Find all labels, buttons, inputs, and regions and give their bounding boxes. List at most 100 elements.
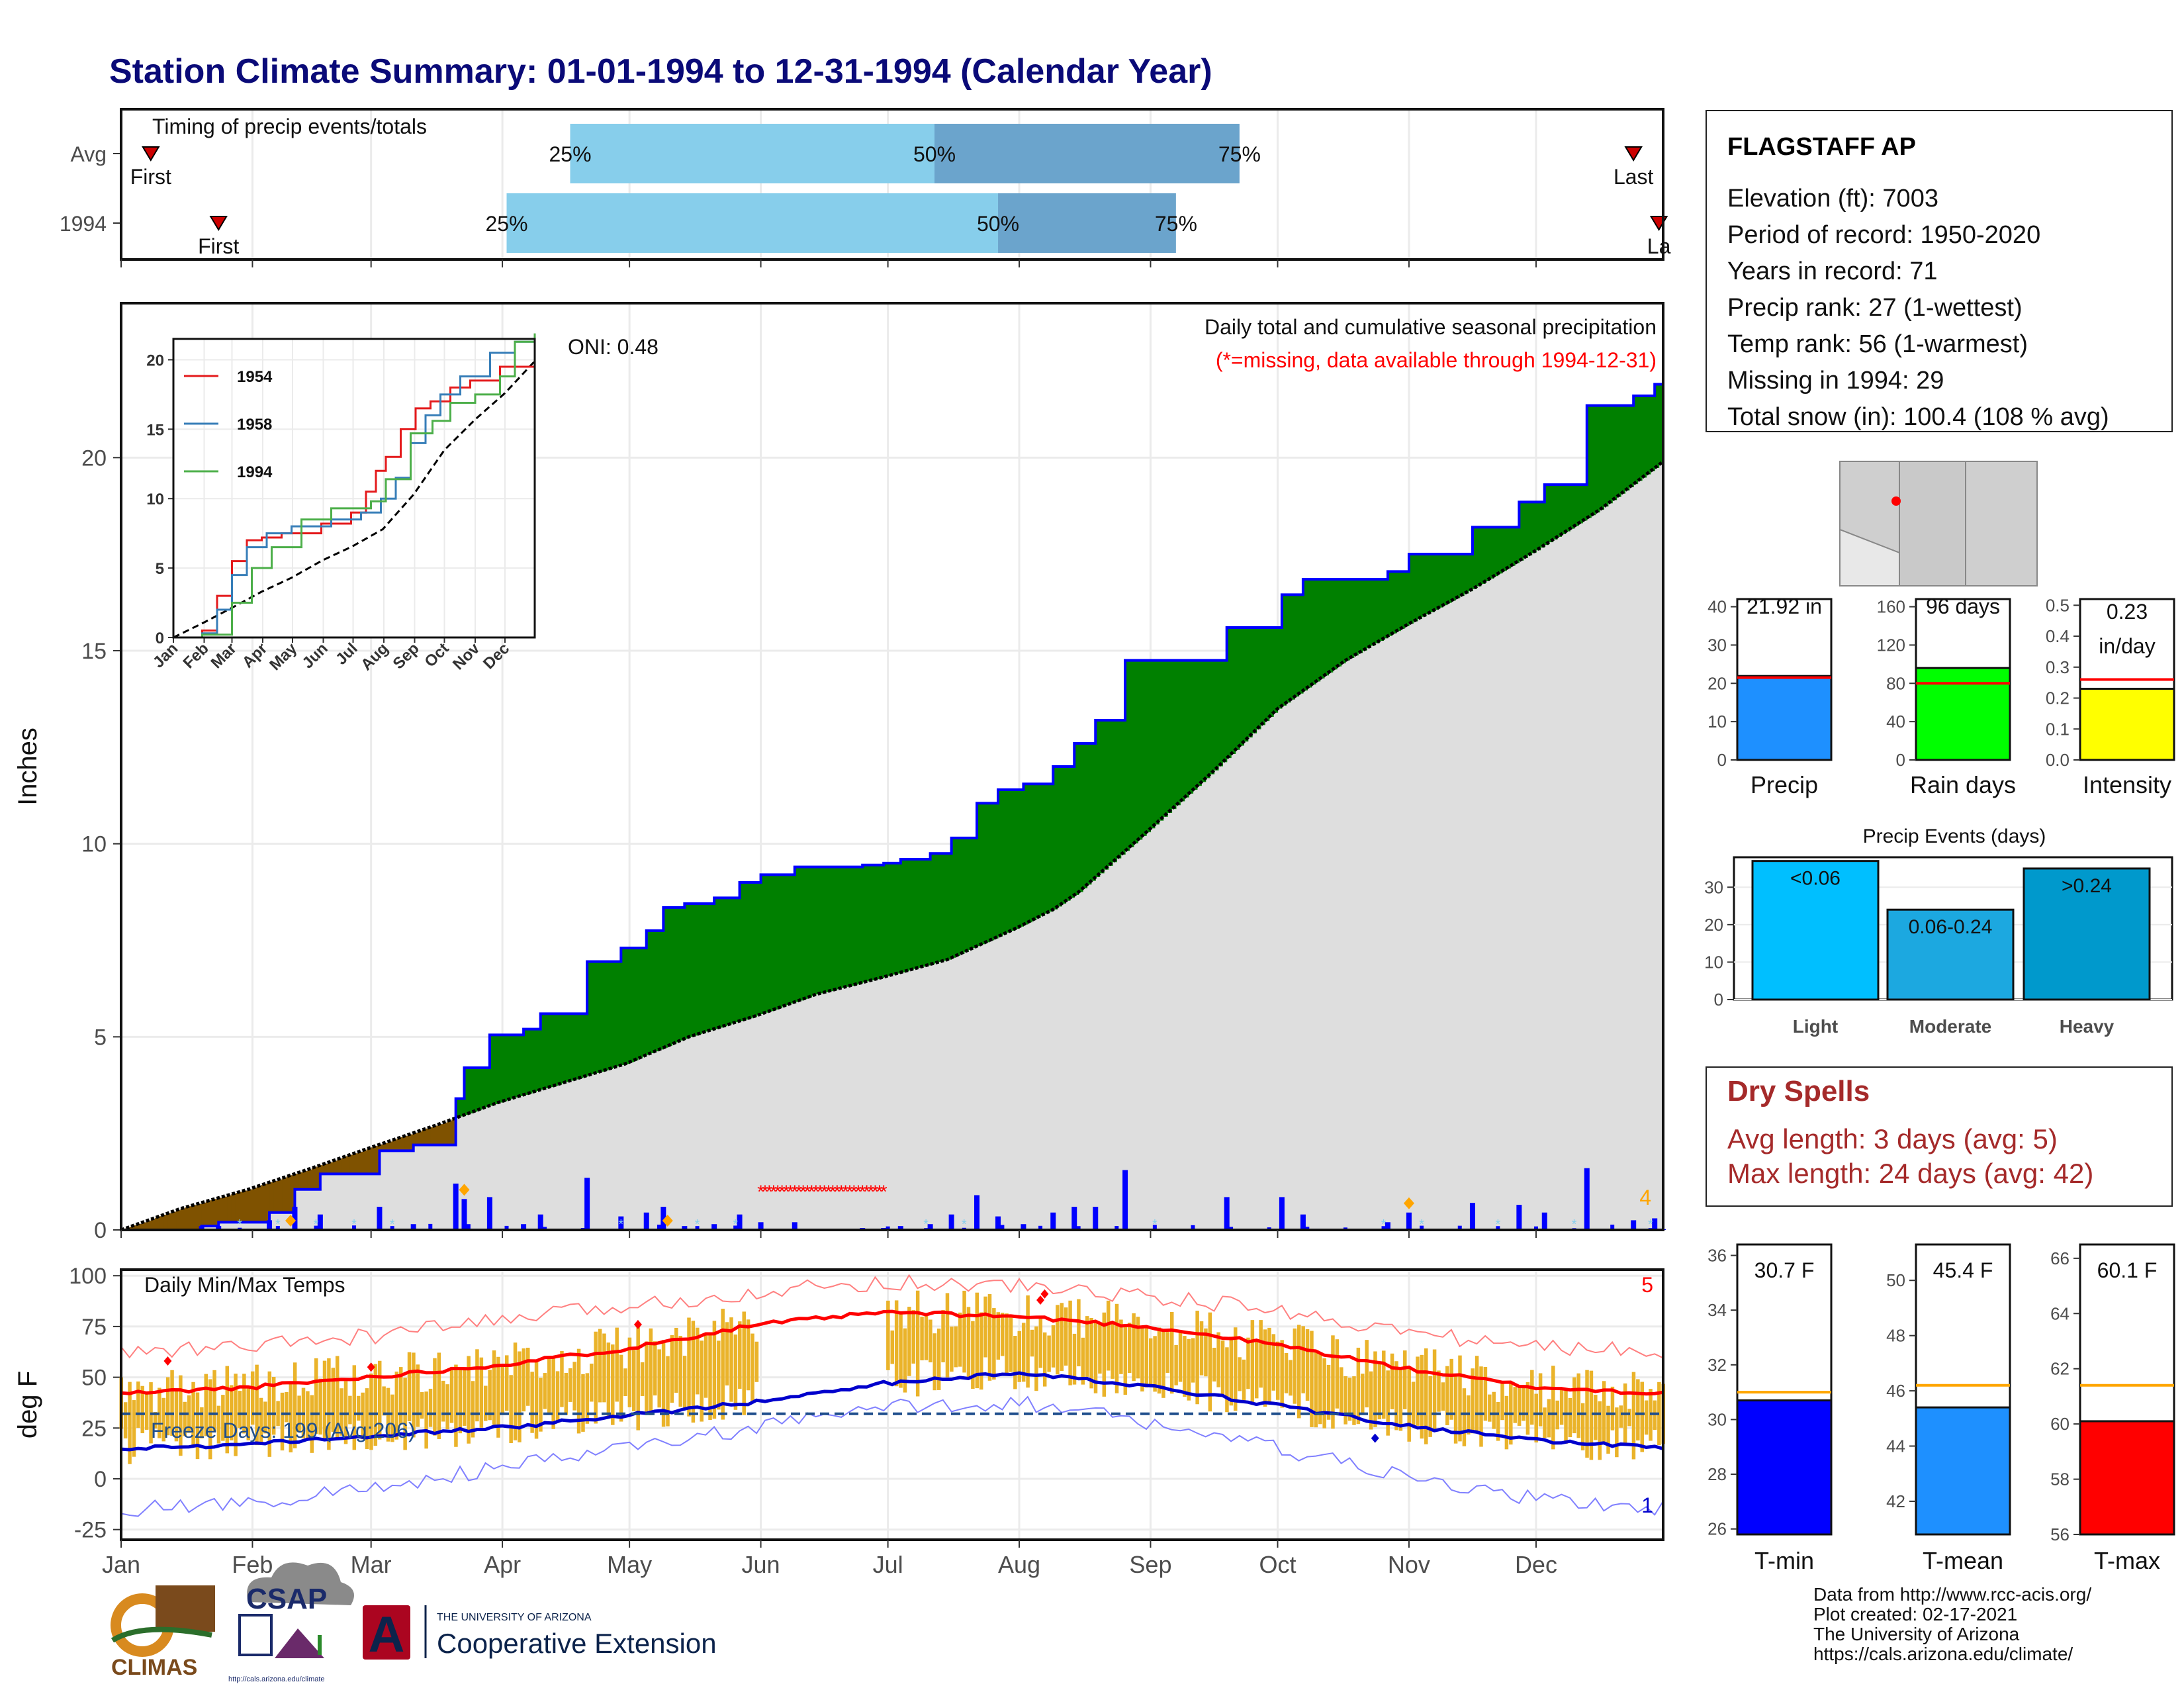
daily-temp-bar xyxy=(352,1365,357,1450)
daily-temp-bar xyxy=(407,1352,412,1422)
precip-departure-slice xyxy=(616,961,621,1067)
daily-temp-bar xyxy=(314,1358,318,1434)
timing-bar-50-75 xyxy=(934,124,1240,183)
daily-precip-bar-small xyxy=(504,1225,509,1230)
daily-temp-bar xyxy=(929,1319,933,1363)
daily-temp-bar xyxy=(564,1372,569,1415)
precip-departure-slice xyxy=(1197,660,1202,786)
station-info-line: Elevation (ft): 7003 xyxy=(1727,185,1938,212)
daily-temp-bar xyxy=(238,1391,242,1429)
timing-panel-label: Timing of precip events/totals xyxy=(152,115,427,138)
precip-departure-slice xyxy=(231,1194,236,1223)
precip-departure-slice xyxy=(291,1175,296,1213)
daily-temp-bar xyxy=(585,1373,590,1424)
missing-data-marker: * xyxy=(880,1182,887,1202)
events-ytick-label: 30 xyxy=(1704,877,1723,897)
daily-temp-bar xyxy=(1365,1340,1369,1408)
daily-temp-bar xyxy=(348,1395,352,1425)
precip-departure-slice xyxy=(1540,502,1545,548)
precip-departure-slice xyxy=(218,1197,224,1223)
trace-marker: * xyxy=(1572,1217,1577,1232)
precip-departure-slice xyxy=(1341,579,1346,664)
daily-temp-bar xyxy=(449,1366,454,1423)
daily-temp-bar xyxy=(1297,1325,1301,1419)
precip-departure-slice xyxy=(240,1192,245,1223)
daily-temp-bar xyxy=(1398,1368,1403,1431)
precip-departure-slice xyxy=(1477,527,1482,586)
precip-departure-slice xyxy=(1553,485,1558,539)
daily-temp-bar xyxy=(623,1368,627,1396)
daily-temp-bar xyxy=(678,1335,682,1407)
precip-departure-slice xyxy=(1637,396,1643,481)
precip-departure-slice xyxy=(1125,660,1130,851)
daily-temp-bar xyxy=(250,1371,255,1425)
precip-departure-slice xyxy=(1447,554,1452,603)
precip-departure-slice xyxy=(1506,527,1512,569)
precip-departure-slice xyxy=(418,1131,423,1145)
trace-marker: * xyxy=(618,1217,623,1232)
daily-temp-bar xyxy=(746,1319,751,1391)
precip-departure-slice xyxy=(1625,405,1630,491)
precip-departure-slice xyxy=(566,1013,571,1082)
precip-departure-slice xyxy=(383,1143,388,1151)
precip-departure-slice xyxy=(1133,660,1138,844)
daily-temp-bar xyxy=(1347,1378,1352,1421)
precip-departure-slice xyxy=(1531,502,1537,553)
precip-departure-slice xyxy=(426,1128,431,1145)
station-name: FLAGSTAFF AP xyxy=(1727,133,1916,161)
precip-departure-slice xyxy=(159,1216,164,1230)
precip-departure-slice xyxy=(621,948,626,1066)
daily-temp-bar xyxy=(144,1392,149,1430)
daily-temp-bar xyxy=(1352,1376,1356,1425)
stat-bar-value: 96 days xyxy=(1926,594,2000,618)
daily-temp-bar xyxy=(1615,1407,1619,1458)
daily-temp-bar xyxy=(179,1375,183,1456)
precip-departure-slice xyxy=(185,1207,190,1230)
stat-bar-ytick-label: 30 xyxy=(1707,635,1727,655)
daily-precip-bar xyxy=(1050,1212,1056,1230)
daily-temp-bar xyxy=(543,1373,547,1409)
inset-ytick-label: 5 xyxy=(156,560,164,578)
daily-temp-bar xyxy=(619,1354,623,1422)
precip-panel-title: Daily total and cumulative seasonal prec… xyxy=(1205,315,1657,339)
precip-departure-slice xyxy=(1252,628,1257,733)
precip-departure-slice xyxy=(434,1125,439,1145)
daily-precip-bar xyxy=(1093,1207,1099,1230)
region-map xyxy=(1839,461,2038,586)
precip-departure-slice xyxy=(536,1029,541,1091)
daily-temp-bar xyxy=(1585,1370,1589,1458)
temp-stat-fill xyxy=(1736,1399,1833,1536)
daily-temp-bar xyxy=(602,1333,606,1403)
temp-stat-ytick-label: 36 xyxy=(1707,1246,1727,1266)
precip-departure-slice xyxy=(752,882,757,1017)
daily-temp-bar xyxy=(1077,1299,1081,1367)
precip-departure-slice xyxy=(477,1068,482,1111)
daily-temp-bar xyxy=(1165,1332,1170,1373)
precip-departure-slice xyxy=(828,867,833,992)
daily-precip-bar xyxy=(897,1226,903,1230)
precip-departure-slice xyxy=(1650,396,1655,471)
daily-temp-bar xyxy=(1331,1335,1335,1429)
precip-departure-slice xyxy=(1222,660,1228,763)
daily-temp-bar xyxy=(1089,1317,1093,1389)
temp-ytick-label: 75 xyxy=(81,1315,107,1340)
daily-temp-bar xyxy=(1111,1323,1115,1379)
precip-departure-slice xyxy=(1201,660,1206,782)
precip-departure-slice xyxy=(176,1210,181,1230)
daily-temp-bar xyxy=(1640,1382,1644,1452)
daily-temp-bar xyxy=(187,1395,191,1433)
precip-ytick-label: 15 xyxy=(81,639,107,664)
record-high-marker xyxy=(367,1362,375,1372)
map-state-arizona xyxy=(1899,461,1966,586)
precip-departure-slice xyxy=(887,863,893,976)
precip-departure-slice xyxy=(845,867,850,987)
daily-temp-bar xyxy=(513,1342,518,1440)
daily-temp-bar xyxy=(1021,1323,1026,1382)
precip-departure-slice xyxy=(1616,405,1621,497)
precip-departure-slice xyxy=(1273,628,1279,713)
record-max-line xyxy=(120,1274,1664,1359)
precip-departure-slice xyxy=(1595,405,1600,513)
precip-departure-slice xyxy=(1493,527,1498,577)
missing-data-marker: * xyxy=(757,1182,764,1202)
precip-departure-slice xyxy=(1565,485,1570,532)
